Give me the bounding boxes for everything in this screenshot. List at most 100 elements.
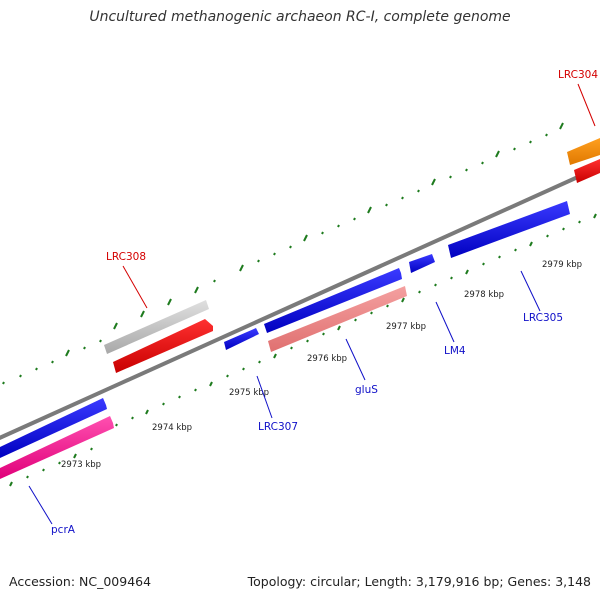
accession-text: Accession: NC_009464: [9, 574, 152, 589]
outer-tick: [273, 252, 276, 256]
genome-summary-text: Topology: circular; Length: 3,179,916 bp…: [247, 574, 591, 589]
inner-tick: [450, 276, 453, 280]
inner-tick: [370, 311, 373, 315]
inner-tick: [226, 374, 229, 378]
gene-feature-gray[interactable]: [104, 300, 209, 354]
leader-lrc308: [122, 265, 148, 309]
inner-tick: [434, 283, 437, 287]
outer-tick: [140, 310, 145, 318]
inner-tick: [498, 255, 501, 259]
gene-feature-pink-pcra[interactable]: [0, 416, 114, 479]
gene-label-lrc305[interactable]: LRC305: [523, 312, 563, 324]
gene-label-lrc308[interactable]: LRC308: [106, 251, 146, 263]
inner-tick: [90, 447, 93, 451]
gene-feature-blue-left[interactable]: [0, 398, 107, 458]
tick-label-2976: 2976 kbp: [307, 354, 347, 364]
outer-tick: [449, 175, 452, 179]
outer-tick: [194, 286, 199, 294]
gene-feature-blue-lrc307[interactable]: [224, 328, 259, 350]
inner-tick: [258, 360, 261, 364]
inner-tick: [529, 241, 533, 247]
gene-feature-blue-lrc305[interactable]: [448, 201, 570, 258]
genome-title: Uncultured methanogenic archaeon RC-I, c…: [89, 9, 511, 25]
inner-tick: [514, 248, 517, 252]
leader-lrc307: [256, 375, 273, 419]
inner-tick: [162, 402, 165, 406]
inner-tick-ring: [9, 213, 597, 487]
outer-tick: [417, 189, 420, 193]
leader-lrc305: [520, 270, 541, 312]
inner-tick: [194, 388, 197, 392]
inner-tick: [273, 353, 277, 359]
tick-label-2973: 2973 kbp: [61, 460, 101, 470]
outer-tick: [353, 217, 356, 221]
outer-tick: [545, 133, 548, 137]
inner-tick: [73, 453, 77, 459]
inner-tick: [26, 475, 29, 479]
inner-tick: [290, 346, 293, 350]
leader-pcra: [28, 485, 53, 525]
outer-tick: [529, 140, 532, 144]
genome-backbone: [0, 165, 600, 440]
inner-tick: [131, 416, 134, 420]
inner-tick: [401, 297, 405, 303]
gene-feature-blue-lm4[interactable]: [409, 254, 435, 273]
inner-tick: [578, 220, 581, 224]
outer-tick: [239, 264, 244, 272]
gene-label-lrc304[interactable]: LRC304: [558, 69, 598, 81]
inner-tick: [115, 423, 118, 427]
outer-tick: [337, 224, 340, 228]
outer-tick: [213, 279, 216, 283]
gene-label-glus[interactable]: gluS: [355, 384, 378, 396]
tick-label-2974: 2974 kbp: [152, 423, 192, 433]
gene-feature-salmon[interactable]: [268, 286, 407, 352]
outer-tick: [99, 339, 102, 343]
outer-tick: [465, 168, 468, 172]
inner-tick: [58, 461, 61, 465]
label-leaders: [28, 83, 596, 525]
outer-tick: [303, 234, 308, 242]
outer-tick: [401, 196, 404, 200]
inner-tick: [9, 481, 13, 487]
outer-tick: [559, 122, 564, 130]
outer-tick: [2, 381, 5, 385]
outer-tick: [481, 161, 484, 165]
inner-tick: [337, 325, 341, 331]
inner-tick: [145, 409, 149, 415]
inner-tick: [178, 395, 181, 399]
leader-glus: [345, 338, 366, 381]
leader-lm4: [435, 301, 455, 343]
outer-tick: [257, 259, 260, 263]
outer-tick: [83, 346, 86, 350]
inner-tick: [562, 227, 565, 231]
inner-tick: [42, 468, 45, 472]
outer-tick-ring: [2, 122, 564, 385]
inner-tick: [465, 269, 469, 275]
inner-tick: [209, 381, 213, 387]
gene-feature-orange-lrc304[interactable]: [567, 138, 600, 165]
leader-lrc304: [577, 83, 596, 127]
inner-tick: [593, 213, 597, 219]
inner-tick: [306, 339, 309, 343]
outer-tick: [321, 231, 324, 235]
inner-tick: [482, 262, 485, 266]
gene-feature-red-edge[interactable]: [574, 159, 600, 183]
gene-label-pcra[interactable]: pcrA: [51, 524, 76, 536]
gene-feature-blue-glus[interactable]: [264, 268, 402, 333]
outer-tick: [65, 349, 70, 357]
gene-label-lm4[interactable]: LM4: [444, 345, 466, 357]
inner-tick: [546, 234, 549, 238]
outer-tick: [35, 367, 38, 371]
gene-label-lrc307[interactable]: LRC307: [258, 421, 298, 433]
gene-feature-red[interactable]: [113, 319, 213, 373]
inner-tick: [386, 304, 389, 308]
outer-tick: [367, 206, 372, 214]
outer-tick: [513, 147, 516, 151]
inner-tick: [322, 332, 325, 336]
outer-tick: [431, 178, 436, 186]
inner-tick: [242, 367, 245, 371]
outer-tick: [167, 298, 172, 306]
inner-tick: [418, 290, 421, 294]
outer-tick: [289, 245, 292, 249]
